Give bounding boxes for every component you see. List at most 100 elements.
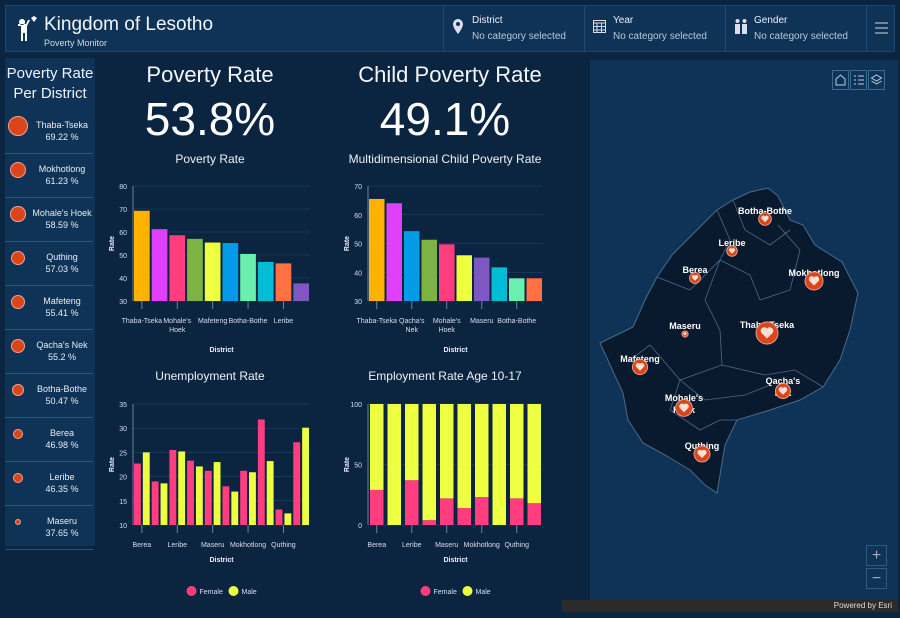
bar-male[interactable] xyxy=(178,451,186,525)
bar-female[interactable] xyxy=(370,489,384,525)
legend-label[interactable]: Male xyxy=(476,589,491,596)
y-axis-label: Rate xyxy=(344,457,351,472)
bar-male[interactable] xyxy=(422,404,437,521)
bar-female[interactable] xyxy=(293,442,301,525)
bar-female[interactable] xyxy=(151,481,159,525)
district-filter-label: District xyxy=(472,15,503,26)
esri-attribution[interactable]: Powered by Esri xyxy=(833,601,892,610)
district-name: Mohale's Hoek xyxy=(32,208,92,218)
year-filter[interactable]: Year No category selected xyxy=(584,6,725,51)
legend-label[interactable]: Female xyxy=(200,589,223,596)
bar-male[interactable] xyxy=(492,404,507,525)
heart-marker-icon xyxy=(12,472,24,484)
bar-female[interactable] xyxy=(240,470,248,525)
district-list-item[interactable]: Mohale's Hoek 58.59 % xyxy=(5,198,93,242)
bar[interactable] xyxy=(404,231,420,301)
district-list-item[interactable]: Thaba-Tseka 69.22 % xyxy=(5,110,93,154)
bar-male[interactable] xyxy=(249,472,256,525)
y-axis-label: Rate xyxy=(109,457,116,472)
bar[interactable] xyxy=(421,239,438,301)
legend-label[interactable]: Female xyxy=(434,589,457,596)
bar-male[interactable] xyxy=(142,452,150,525)
people-icon xyxy=(735,19,747,34)
bar-female[interactable] xyxy=(134,463,141,525)
bar-male[interactable] xyxy=(527,404,542,504)
bar-male[interactable] xyxy=(266,461,274,525)
bar[interactable] xyxy=(386,203,403,301)
bar-female[interactable] xyxy=(457,508,472,525)
bar-male[interactable] xyxy=(510,404,524,499)
district-filter[interactable]: District No category selected xyxy=(443,6,584,51)
bar-female[interactable] xyxy=(222,486,230,525)
y-tick-label: 70 xyxy=(119,207,127,214)
bar-male[interactable] xyxy=(231,491,239,525)
heart-marker-icon xyxy=(14,518,22,526)
menu-button[interactable] xyxy=(866,6,894,51)
bar-male[interactable] xyxy=(370,404,384,490)
bar-male[interactable] xyxy=(440,404,454,499)
bar-male[interactable] xyxy=(302,427,309,525)
zoom-out-button[interactable]: − xyxy=(866,568,887,589)
bar[interactable] xyxy=(369,198,385,301)
x-tick-label: Berea xyxy=(133,542,152,549)
bar-male[interactable] xyxy=(475,404,489,498)
bar-female[interactable] xyxy=(275,509,283,525)
bar-female[interactable] xyxy=(422,520,437,525)
bar-male[interactable] xyxy=(213,462,221,525)
bar-male[interactable] xyxy=(195,466,203,525)
district-list-item[interactable]: Leribe 46.35 % xyxy=(5,462,93,506)
year-filter-value: No category selected xyxy=(613,31,707,42)
x-axis-label: District xyxy=(209,557,234,564)
bar-female[interactable] xyxy=(187,460,194,525)
bar-male[interactable] xyxy=(457,404,472,509)
bar[interactable] xyxy=(169,235,186,301)
bar[interactable] xyxy=(204,242,221,301)
district-list-item[interactable]: Quthing 57.03 % xyxy=(5,242,93,286)
home-button[interactable] xyxy=(832,70,849,90)
layers-button[interactable] xyxy=(868,70,885,90)
legend-label[interactable]: Male xyxy=(242,589,257,596)
bar-female[interactable] xyxy=(257,419,265,525)
bar-female[interactable] xyxy=(527,503,542,525)
bar[interactable] xyxy=(275,263,292,301)
bar[interactable] xyxy=(491,267,508,301)
district-list-item[interactable]: Botha-Bothe 50.47 % xyxy=(5,374,93,418)
bar[interactable] xyxy=(151,229,168,301)
bar-male[interactable] xyxy=(387,404,402,525)
x-tick-label: Maseru xyxy=(201,542,224,549)
heart-marker-icon xyxy=(11,339,25,353)
legend-button[interactable] xyxy=(850,70,867,90)
bar-female[interactable] xyxy=(169,449,177,525)
zoom-in-button[interactable]: + xyxy=(866,545,887,566)
district-list-item[interactable]: Berea 46.98 % xyxy=(5,418,93,462)
bar[interactable] xyxy=(187,238,203,301)
bar-male[interactable] xyxy=(284,513,292,525)
bar[interactable] xyxy=(509,278,525,301)
bar[interactable] xyxy=(293,283,309,301)
bar[interactable] xyxy=(474,257,490,301)
bar[interactable] xyxy=(257,261,274,301)
child-poverty-chart-title: Multidimensional Child Poverty Rate xyxy=(348,152,542,166)
bar-female[interactable] xyxy=(440,498,454,525)
y-tick-label: 0 xyxy=(358,523,362,530)
gender-filter[interactable]: Gender No category selected xyxy=(725,6,866,51)
bar[interactable] xyxy=(439,244,455,301)
bar[interactable] xyxy=(222,243,239,301)
district-list-item[interactable]: Mafeteng 55.41 % xyxy=(5,286,93,330)
y-tick-label: 50 xyxy=(119,253,127,260)
bar[interactable] xyxy=(134,210,150,301)
district-list-item[interactable]: Qacha's Nek 55.2 % xyxy=(5,330,93,374)
x-tick-label: Mokhotlong xyxy=(464,542,500,549)
bar-female[interactable] xyxy=(204,470,212,525)
bar[interactable] xyxy=(240,253,256,301)
bar[interactable] xyxy=(526,278,543,301)
bar-female[interactable] xyxy=(510,498,524,525)
bar-male[interactable] xyxy=(160,483,168,525)
bar-female[interactable] xyxy=(405,480,419,525)
bar-male[interactable] xyxy=(405,404,419,481)
bar[interactable] xyxy=(456,255,473,301)
bar-female[interactable] xyxy=(475,497,489,525)
district-list-item[interactable]: Maseru 37.65 % xyxy=(5,506,93,550)
district-list-item[interactable]: Mokhotlong 61.23 % xyxy=(5,154,93,198)
